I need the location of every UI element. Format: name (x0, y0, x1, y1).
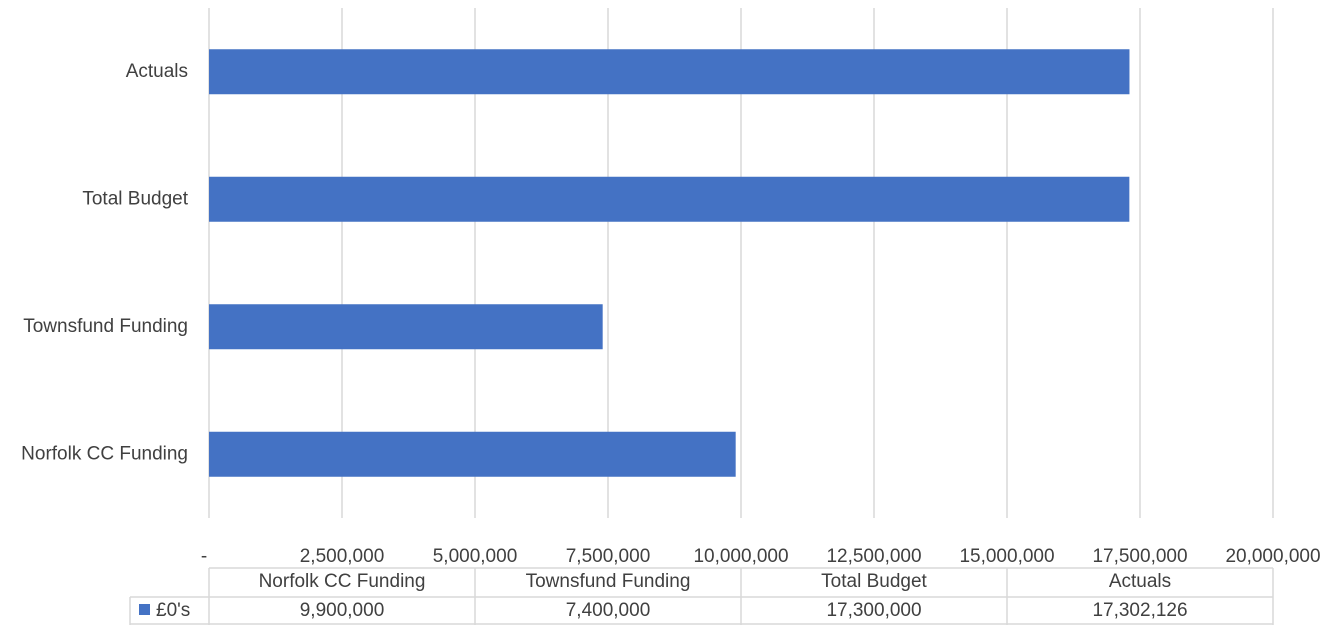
bar (209, 49, 1130, 95)
x-tick-label: 12,500,000 (826, 546, 921, 567)
data-label: 9,900,000 (300, 600, 385, 621)
category-label: Norfolk CC Funding (21, 443, 188, 464)
category-label: Total Budget (82, 188, 188, 209)
x-tick-labels: - 2,500,000 5,000,000 7,500,000 10,000,000 12… (201, 546, 1321, 567)
bar (209, 176, 1130, 222)
bar (209, 431, 736, 477)
category-labels: Norfolk CC Funding Townsfund Funding Total… (21, 61, 189, 465)
bar (209, 304, 603, 350)
data-label: 17,300,000 (826, 600, 921, 621)
category-label: Townsfund Funding (23, 316, 188, 337)
data-label: 7,400,000 (566, 600, 651, 621)
category-label: Actuals (126, 61, 188, 82)
bars (209, 49, 1130, 477)
legend-label: £0's (156, 600, 190, 621)
data-table: £0's Norfolk CC Funding 9,900,000 Townsfund… (129, 567, 1274, 625)
x-tick-label: 7,500,000 (566, 546, 651, 567)
x-tick-label: 10,000,000 (693, 546, 788, 567)
x-tick-label: 2,500,000 (300, 546, 385, 567)
x-tick-label: 5,000,000 (433, 546, 518, 567)
legend-swatch (139, 604, 150, 615)
table-header: Townsfund Funding (526, 571, 691, 592)
x-tick-label: 17,500,000 (1092, 546, 1187, 567)
x-tick-label: - (201, 546, 207, 567)
x-tick-label: 20,000,000 (1225, 546, 1320, 567)
table-header: Actuals (1109, 571, 1171, 592)
x-tick-label: 15,000,000 (959, 546, 1054, 567)
table-header: Total Budget (821, 571, 927, 592)
data-label: 17,302,126 (1092, 600, 1187, 621)
table-header: Norfolk CC Funding (259, 571, 426, 592)
